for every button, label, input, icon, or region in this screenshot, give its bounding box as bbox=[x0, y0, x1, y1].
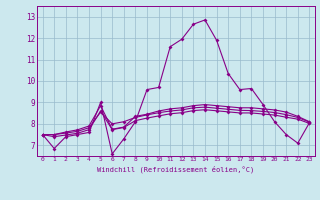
X-axis label: Windchill (Refroidissement éolien,°C): Windchill (Refroidissement éolien,°C) bbox=[97, 165, 255, 173]
